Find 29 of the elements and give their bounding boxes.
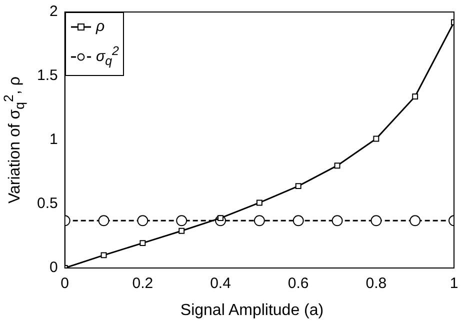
y-tick-label: 1.5 [36,67,58,84]
point [178,228,185,234]
x-axis-title: Signal Amplitude (a) [179,302,325,320]
x-tick-label: 0.2 [132,275,154,292]
x-tick-label: 0.8 [366,275,387,292]
point [98,215,110,226]
point [254,215,265,226]
point [373,136,380,142]
legend-label: ρ [96,18,105,35]
y-tick-label: 0.5 [36,195,58,212]
point [140,240,146,246]
point [292,215,304,226]
point [412,94,418,100]
point [332,215,343,226]
x-tick-label: 1 [450,275,458,292]
y-tick-label: 2 [50,3,58,20]
point [410,215,421,226]
point [176,215,188,226]
point [334,162,340,169]
x-tick-label: 0.4 [210,275,231,292]
y-tick-label: 1 [50,131,58,148]
x-tick-label: 0.6 [288,275,309,292]
point [100,252,107,258]
y-tick-label: 0 [50,259,58,276]
point [137,215,148,226]
point [256,200,262,206]
x-tick-label: 0 [60,275,70,292]
point [295,183,302,190]
point [370,215,382,226]
